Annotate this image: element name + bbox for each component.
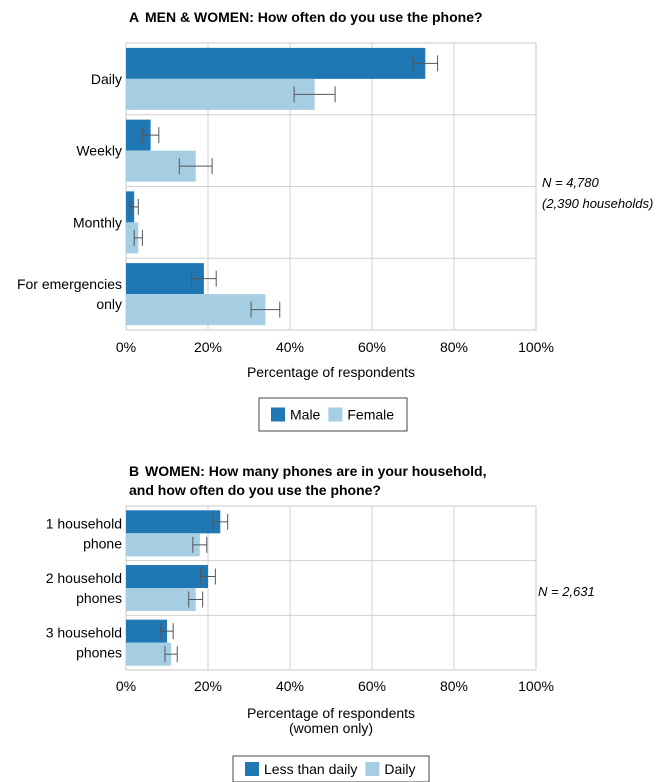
x-tick-label: 20% [194,339,222,355]
error-bar [141,127,160,144]
error-bar [200,568,216,585]
chart-title: MEN & WOMEN: How often do you use the ph… [145,9,483,25]
x-axis-label: Percentage of respondents [247,364,415,380]
x-tick-label: 0% [116,678,136,694]
category-label: Daily [91,71,122,87]
sample-size-note: N = 2,631 [538,584,595,599]
error-bar [188,591,204,608]
category-label: 3 household [46,625,122,641]
category-label: 1 household [46,515,122,531]
bar [126,510,221,534]
legend-label: Less than daily [264,761,357,777]
category-label: phone [83,535,122,551]
x-tick-label: 100% [518,339,554,355]
legend-swatch [271,407,285,422]
legend-label: Daily [384,761,415,777]
chart-title-prefix: A [129,9,139,25]
legend-label: Male [290,407,321,423]
error-bar [164,646,178,663]
legend-swatch [245,762,259,776]
x-tick-label: 80% [440,339,468,355]
category-label: only [96,296,122,312]
x-axis-label: (women only) [289,720,373,736]
bar [126,47,426,79]
x-tick-label: 80% [440,678,468,694]
error-bar [178,158,213,175]
bar [126,588,196,611]
bar [126,294,266,326]
legend-swatch [328,407,343,422]
category-label: For emergencies [17,276,122,292]
error-bar [192,536,208,553]
x-tick-label: 20% [194,678,222,694]
x-tick-label: 60% [358,678,386,694]
error-bar [133,229,143,246]
category-label: phones [76,590,122,606]
x-tick-label: 60% [358,339,386,355]
error-bar [293,86,336,103]
bar [126,263,204,295]
error-bar [412,55,439,72]
x-axis-label: Percentage of respondents [247,705,415,721]
chart-title: WOMEN: How many phones are in your house… [145,463,486,479]
error-bar [160,623,174,640]
category-label: Monthly [73,214,122,230]
category-label: 2 household [46,570,122,586]
error-bar [250,301,281,318]
legend-label: Female [347,407,394,423]
sample-size-note: (2,390 households) [542,196,653,211]
bar [126,533,200,557]
chart-title-line2: and how often do you use the phone? [129,482,381,498]
x-tick-label: 40% [276,339,304,355]
error-bar [212,513,229,530]
category-label: phones [76,645,122,661]
bar [126,642,172,666]
error-bar [129,198,139,215]
category-label: Weekly [76,143,122,159]
x-tick-label: 0% [116,339,136,355]
x-tick-label: 40% [276,678,304,694]
bar [126,565,208,588]
sample-size-note: N = 4,780 [542,175,600,190]
x-tick-label: 100% [518,678,554,694]
bar [126,78,315,110]
legend-box [232,755,430,782]
error-bar [191,270,217,287]
bar [126,222,139,254]
bar [126,619,167,643]
legend-swatch [365,762,380,776]
chart-title-prefix: B [129,463,139,479]
